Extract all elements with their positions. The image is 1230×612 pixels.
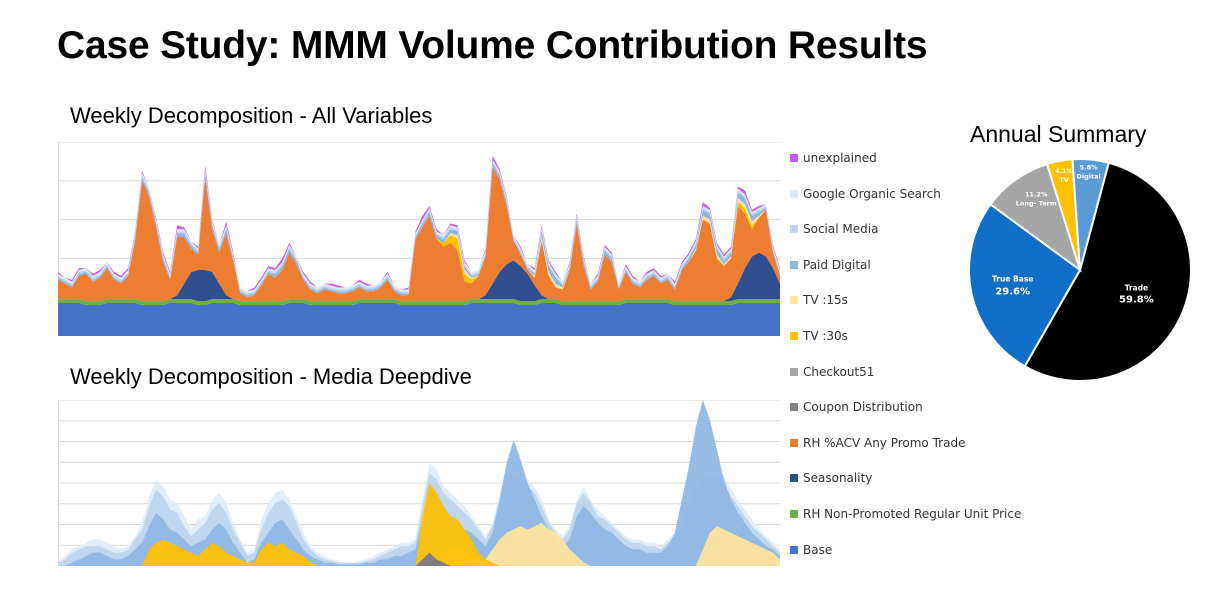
pie-slice-digital [1071, 158, 1110, 271]
media-deepdive-area-chart [58, 400, 780, 566]
pie-label-value: 5.8% [1080, 164, 1099, 172]
legend-swatch [790, 296, 798, 305]
legend-item-google-organic-search: Google Organic Search [790, 185, 941, 203]
legend-label: Google Organic Search [803, 186, 941, 201]
series-area-tv-15s [58, 522, 780, 566]
legend-label: TV :15s [803, 293, 848, 308]
legend-swatch [790, 260, 798, 269]
series-area-unexplained [58, 155, 780, 292]
pie-label-name: Digital [1076, 173, 1100, 181]
legend-item-seasonality: Seasonality [790, 469, 872, 487]
legend-label: RH %ACV Any Promo Trade [803, 435, 966, 450]
legend-swatch [790, 367, 798, 376]
pie-label-name: True Base [992, 274, 1033, 283]
legend-swatch [790, 189, 798, 198]
legend-item-paid-digital: Paid Digital [790, 256, 871, 274]
series-area-base [58, 303, 780, 336]
pie-slice-trade [1023, 161, 1192, 382]
series-area-rh-acv-any-promo-trade [58, 167, 780, 302]
pie-label-value: 59.8% [1119, 294, 1154, 305]
legend-swatch [790, 225, 798, 234]
chart-title-annual-summary: Annual Summary [970, 121, 1147, 147]
legend-label: TV :30s [803, 329, 848, 343]
legend-item-coupon-distribution: Coupon Distribution [790, 398, 923, 416]
legend-item-base: Base [790, 541, 832, 559]
series-area-paid-digital [58, 163, 780, 298]
legend-label: Checkout51 [803, 364, 875, 379]
legend-label: Paid Digital [803, 257, 871, 272]
pie-label-name: TV [1059, 176, 1068, 184]
legend-item-tv-30s: TV :30s [790, 327, 848, 345]
chart-title-media-deepdive: Weekly Decomposition - Media Deepdive [70, 364, 472, 389]
legend-item-social-media: Social Media [790, 220, 878, 238]
legend-label: RH Non-Promoted Regular Unit Price [803, 507, 1022, 521]
legend-label: unexplained [803, 151, 877, 165]
legend-item-rh-acv-any-promo-trade: RH %ACV Any Promo Trade [790, 434, 965, 452]
legend-swatch [790, 438, 798, 447]
page-title: Case Study: MMM Volume Contribution Resu… [57, 24, 928, 67]
series-area-rh-non-promoted-regular-unit-price [58, 299, 780, 305]
pie-label-name: Long- Term [1016, 200, 1057, 208]
legend-item-rh-non-promoted-regular-unit-price: RH Non-Promoted Regular Unit Price [790, 505, 1021, 523]
pie-label-value: 29.6% [995, 286, 1030, 297]
legend-swatch [790, 474, 798, 483]
legend-swatch [790, 545, 798, 554]
pie-label-value: 4.1% [1055, 167, 1074, 175]
legend-item-checkout51: Checkout51 [790, 363, 874, 381]
series-area-coupon-distribution [58, 552, 780, 566]
pie-label-name: Trade [1125, 283, 1149, 292]
legend-swatch [790, 403, 798, 412]
series-area-tv-30s [58, 483, 780, 566]
pie-slice-true-base [968, 202, 1082, 368]
legend-label: Social Media [803, 222, 879, 237]
all-variables-area-chart [58, 142, 780, 336]
legend-label: Coupon Distribution [803, 400, 923, 415]
legend-swatch [790, 510, 798, 518]
legend-label: Seasonality [803, 471, 873, 486]
series-area-paid-digital [58, 400, 780, 566]
legend-label: Base [803, 542, 833, 557]
pie-slice-long-term [989, 162, 1082, 273]
legend-item-unexplained: unexplained [790, 149, 877, 167]
legend-swatch [790, 154, 798, 162]
series-area-seasonality [58, 252, 780, 302]
chart-title-all-variables: Weekly Decomposition - All Variables [70, 103, 433, 128]
legend-item-tv-15s: TV :15s [790, 291, 848, 309]
legend-swatch [790, 332, 798, 340]
pie-label-value: 11.2% [1025, 191, 1048, 199]
